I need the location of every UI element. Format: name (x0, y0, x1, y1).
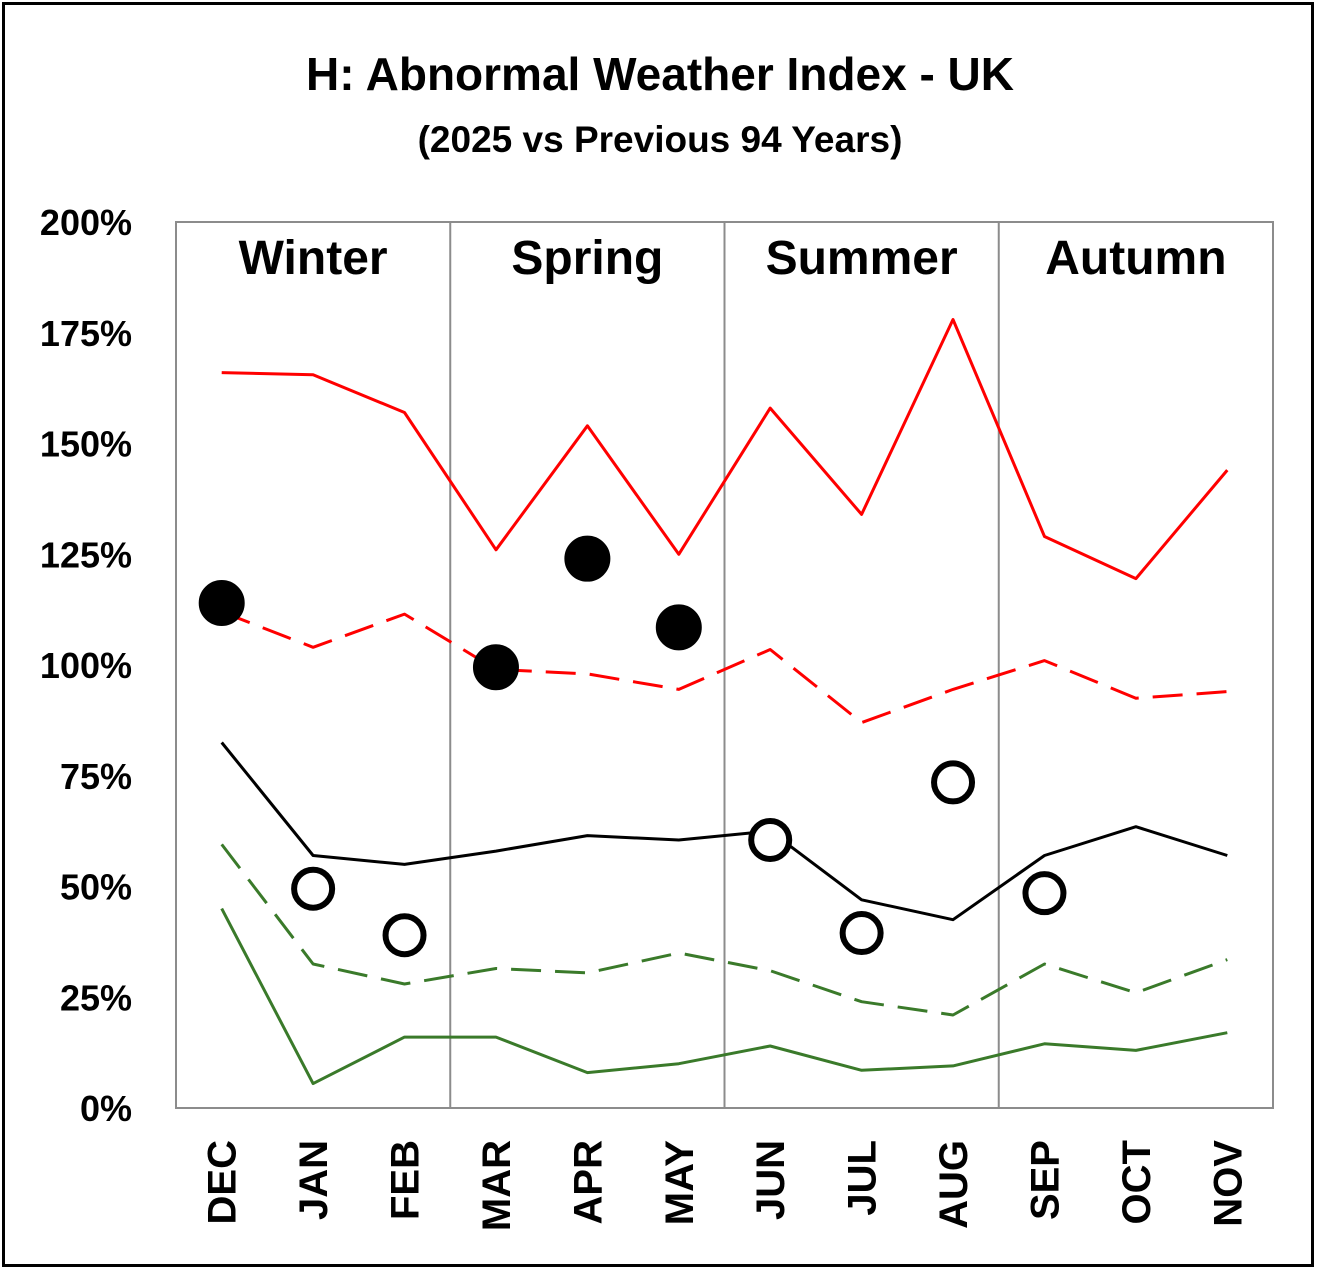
marker-filled (655, 604, 702, 651)
chart-subtitle: (2025 vs Previous 94 Years) (418, 119, 903, 160)
series-line-red-dashed (221, 610, 1228, 725)
season-dividers (449, 222, 1000, 1108)
x-axis-ticks: DEC JAN FEB MAR APR MAY JUN JUL AUG SEP OCT NOV (201, 1140, 1251, 1231)
series-line-black-solid (220, 741, 1228, 922)
series-line-red-solid (221, 318, 1229, 581)
x-tick-label: OCT (1115, 1140, 1159, 1224)
x-tick-label: APR (566, 1140, 610, 1225)
x-tick-label: SEP (1023, 1140, 1067, 1220)
marker-filled (564, 535, 611, 582)
season-label-autumn: Autumn (1045, 232, 1226, 285)
season-label-spring: Spring (511, 232, 663, 285)
chart-title: H: Abnormal Weather Index - UK (306, 48, 1014, 100)
marker-open (382, 913, 427, 958)
y-tick-label: 0% (80, 1088, 132, 1129)
markers-2025 (198, 535, 1067, 958)
marker-open (839, 911, 884, 956)
marker-open (748, 817, 793, 862)
y-axis-ticks: 0% 25% 50% 75% 100% 125% 150% 175% 200% (40, 202, 132, 1129)
marker-open (931, 760, 976, 805)
x-tick-label: AUG (932, 1140, 976, 1229)
marker-open (1022, 871, 1067, 916)
x-tick-label: MAY (658, 1140, 702, 1226)
y-tick-label: 150% (40, 424, 132, 465)
marker-open (291, 866, 336, 911)
y-tick-label: 100% (40, 645, 132, 686)
season-labels: Winter Spring Summer Autumn (239, 232, 1227, 285)
y-tick-label: 175% (40, 313, 132, 354)
x-tick-label: JUL (841, 1140, 885, 1216)
y-tick-label: 200% (40, 202, 132, 243)
marker-filled (472, 644, 519, 691)
x-tick-label: NOV (1206, 1140, 1250, 1227)
season-label-summer: Summer (766, 232, 958, 285)
x-tick-label: MAR (475, 1140, 519, 1231)
y-tick-label: 50% (60, 867, 132, 908)
x-tick-label: JAN (292, 1140, 336, 1220)
season-label-winter: Winter (239, 232, 388, 285)
x-tick-label: FEB (384, 1140, 428, 1220)
y-tick-label: 25% (60, 977, 132, 1018)
series-line-green-solid (220, 907, 1228, 1086)
series-line-green-dashed (220, 843, 1228, 1017)
y-tick-label: 125% (40, 534, 132, 575)
x-tick-label: JUN (749, 1140, 793, 1220)
x-tick-label: DEC (201, 1140, 245, 1224)
series-lines (220, 318, 1229, 1086)
marker-filled (198, 579, 245, 626)
y-tick-label: 75% (60, 756, 132, 797)
